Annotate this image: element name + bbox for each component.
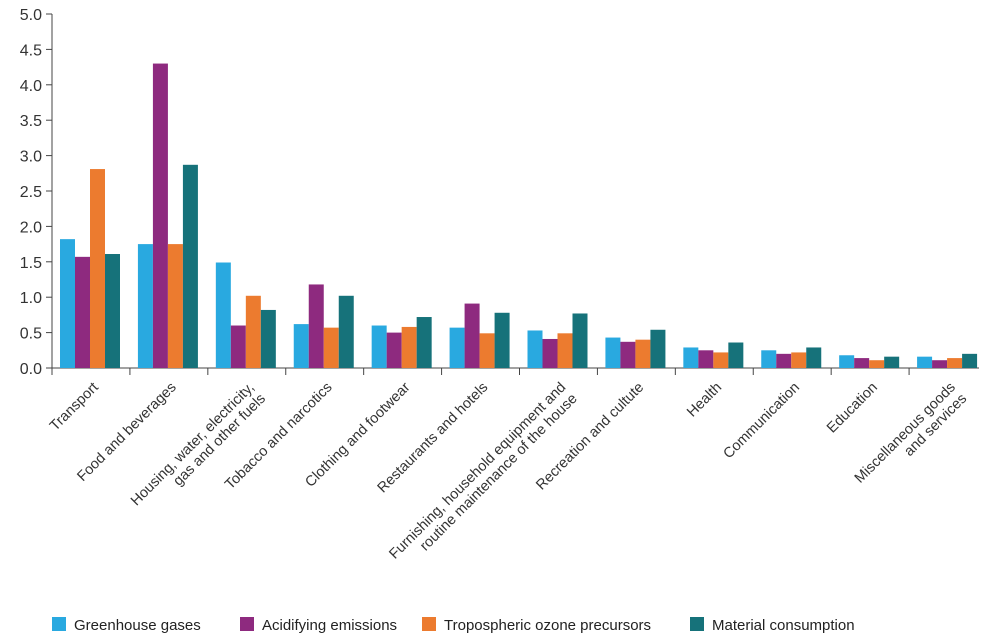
bar bbox=[854, 358, 870, 368]
legend-label: Material consumption bbox=[712, 617, 855, 634]
y-tick-label: 0.5 bbox=[20, 326, 42, 343]
bar bbox=[962, 353, 978, 368]
y-tick-label: 2.5 bbox=[20, 184, 42, 201]
bar bbox=[416, 317, 432, 368]
y-tick-label: 5.0 bbox=[20, 7, 42, 24]
bar bbox=[839, 355, 855, 368]
bar bbox=[386, 332, 402, 368]
bar bbox=[105, 254, 120, 368]
bar bbox=[557, 333, 573, 368]
bar bbox=[479, 333, 495, 368]
category-label-line: Furnishing, household equipment and bbox=[386, 380, 569, 563]
category-label: Education bbox=[824, 380, 881, 437]
bar bbox=[542, 338, 558, 368]
y-tick-label: 2.0 bbox=[20, 219, 42, 236]
bar bbox=[932, 360, 948, 368]
y-tick-label: 1.5 bbox=[20, 255, 42, 272]
bar bbox=[371, 325, 387, 368]
bar bbox=[527, 330, 543, 368]
bar bbox=[791, 352, 807, 368]
legend-label: Greenhouse gases bbox=[74, 617, 201, 634]
bar bbox=[137, 244, 153, 368]
y-tick-label: 4.0 bbox=[20, 78, 42, 95]
legend-swatch bbox=[422, 617, 436, 631]
bar bbox=[323, 327, 339, 368]
bar bbox=[620, 341, 636, 368]
bar bbox=[776, 353, 792, 368]
bar bbox=[308, 284, 324, 368]
bar bbox=[650, 329, 666, 368]
category-label-line: Health bbox=[684, 380, 725, 421]
bar bbox=[572, 313, 588, 368]
bar bbox=[245, 295, 261, 368]
bars bbox=[60, 63, 978, 369]
bar bbox=[167, 244, 183, 368]
bar bbox=[293, 324, 309, 368]
bar bbox=[869, 360, 885, 368]
bar bbox=[401, 326, 417, 368]
y-tick-label: 1.0 bbox=[20, 290, 42, 307]
bar bbox=[947, 358, 963, 368]
category-label-line: Transport bbox=[47, 380, 102, 435]
legend-label: Tropospheric ozone precursors bbox=[444, 617, 651, 634]
legend: Greenhouse gases Acidifying emissions Trop… bbox=[52, 617, 855, 634]
legend-swatch bbox=[240, 617, 254, 631]
category-label: Transport bbox=[47, 380, 102, 435]
bar bbox=[449, 327, 465, 368]
category-label: Communication bbox=[720, 380, 803, 463]
legend-label: Acidifying emissions bbox=[262, 617, 397, 634]
category-label-line: Housing, water, electricity, bbox=[128, 380, 258, 510]
bar bbox=[494, 312, 510, 368]
category-label-line: Education bbox=[824, 380, 881, 437]
category-label: Health bbox=[684, 380, 725, 421]
bar bbox=[605, 337, 621, 368]
bar bbox=[90, 169, 105, 368]
bar bbox=[761, 350, 777, 368]
bar bbox=[464, 303, 480, 368]
bar bbox=[806, 347, 822, 368]
y-axis: 0.0 0.5 1.0 1.5 2.0 2.5 3.0 3.5 4.0 4.5 5.0 bbox=[20, 7, 53, 378]
bar bbox=[635, 339, 651, 368]
y-tick-label: 4.5 bbox=[20, 42, 42, 59]
bar bbox=[60, 239, 75, 368]
y-tick-label: 0.0 bbox=[20, 361, 42, 378]
bar bbox=[728, 342, 744, 368]
bar bbox=[215, 262, 231, 368]
bar bbox=[152, 63, 168, 369]
legend-swatch bbox=[52, 617, 66, 631]
bar bbox=[917, 356, 933, 368]
bar bbox=[713, 352, 729, 368]
bar bbox=[698, 350, 714, 368]
y-tick-label: 3.5 bbox=[20, 113, 42, 130]
bar bbox=[182, 164, 198, 368]
y-tick-label: 3.0 bbox=[20, 149, 42, 166]
bar bbox=[260, 309, 276, 368]
bar bbox=[338, 295, 354, 368]
bar bbox=[683, 347, 699, 368]
bar bbox=[75, 256, 90, 368]
legend-swatch bbox=[690, 617, 704, 631]
bar bbox=[884, 356, 900, 368]
x-axis bbox=[52, 367, 979, 375]
bar bbox=[230, 325, 246, 368]
category-label-line: Communication bbox=[720, 380, 803, 463]
